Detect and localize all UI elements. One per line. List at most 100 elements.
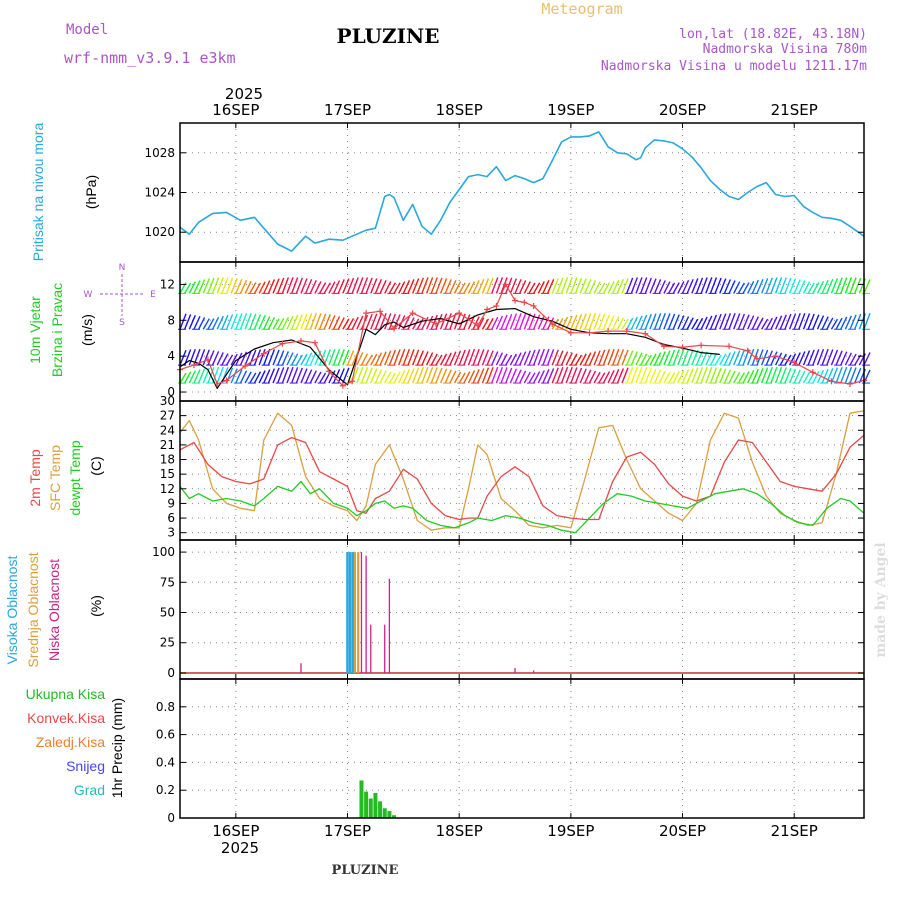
wind-barb [374, 352, 383, 366]
wind-barb [733, 313, 741, 330]
y-tick-label: 0.2 [156, 783, 175, 797]
wind-barb [188, 348, 196, 366]
wind-barb [416, 318, 424, 330]
wind-barb [532, 314, 541, 330]
model-label: Model [66, 22, 108, 38]
cloud-unit: (%) [88, 595, 104, 617]
wind-barb [500, 353, 508, 366]
wind-barb [719, 278, 727, 294]
wind-barb [388, 282, 396, 294]
temp-2m-line [179, 434, 865, 521]
wind-barb [239, 279, 248, 294]
wind-barb [830, 318, 839, 330]
sfc-temp-title: SFC Temp [47, 445, 63, 511]
wind-barb [263, 369, 271, 384]
wind-barb [635, 315, 643, 330]
wind-barb [700, 351, 708, 366]
wind-barb [523, 313, 531, 330]
wind-barb [193, 280, 201, 294]
wind-barb [509, 353, 517, 366]
wind-barb [607, 348, 615, 366]
wind-barb [188, 370, 196, 384]
pressure-axis-title: Pritisak na nivou mora (hPa) [30, 123, 99, 262]
wind-barb [453, 281, 462, 294]
wind-barb [491, 316, 499, 330]
wind-barb [407, 349, 415, 366]
wind-barb [705, 277, 713, 294]
precip-legend-item: Ukupna Kisa [26, 686, 106, 702]
wind-barb [328, 370, 336, 384]
wind-barb [579, 313, 587, 330]
precip-bar [392, 815, 397, 818]
wind-barb [598, 372, 606, 384]
wind-barb [635, 277, 643, 294]
wind-barb [356, 315, 364, 330]
wind-barb [235, 369, 243, 384]
wind-barb [691, 349, 699, 366]
precip-legend-item: Snijeg [66, 758, 105, 774]
wind-barb [630, 366, 639, 384]
wind-barb [193, 369, 201, 384]
precip-bar [364, 791, 369, 818]
wind-barb [816, 280, 825, 294]
wind-barb [379, 313, 387, 330]
low-cloud-bar [360, 552, 363, 673]
wind-barb [546, 279, 555, 294]
wind-barb [546, 349, 555, 366]
pressure-title: Pritisak na nivou mora [30, 123, 46, 262]
wind-barb [653, 369, 662, 384]
wind-barb [463, 371, 471, 384]
wind-barb [337, 317, 345, 330]
wind-barb [370, 368, 378, 384]
gust-marker [847, 380, 854, 387]
wind-barb [216, 366, 224, 384]
wind-barb [821, 348, 829, 366]
wind-barb [309, 370, 317, 384]
wind-barb [556, 367, 564, 384]
wind-barb [737, 313, 746, 330]
wind-barb [691, 278, 699, 294]
wind-barb [239, 313, 248, 330]
gust-marker [391, 325, 398, 332]
wind-barb [802, 371, 811, 384]
wind-barb [412, 278, 420, 294]
wind-barb [519, 313, 527, 330]
wind-barb [826, 278, 834, 294]
wind-barb [249, 372, 257, 384]
gust-marker [363, 310, 370, 317]
gust-marker [325, 368, 332, 375]
wind-barb [202, 349, 210, 366]
wind-barb [388, 372, 396, 384]
wind-barb [681, 279, 690, 294]
wind-barb [695, 367, 704, 384]
wind-barb [709, 314, 718, 330]
wind-barb [398, 281, 406, 294]
wind-barb [630, 316, 638, 330]
wind-barb [798, 280, 806, 294]
gust-marker [204, 356, 211, 363]
wind-barb [374, 313, 383, 330]
y-tick-label: 4 [167, 349, 175, 363]
model-elevation: Nadmorska Visina u modelu 1211.17m [601, 59, 867, 74]
grid-layer [180, 123, 864, 819]
precip-axis-title: 1hr Precip (mm) [109, 698, 125, 798]
gust-marker [190, 362, 197, 369]
wind-barb [612, 369, 620, 384]
wind-barb [337, 368, 345, 384]
wind-barb [449, 370, 457, 384]
wind-barb [533, 371, 541, 384]
wind-barb [360, 277, 369, 294]
gust-marker [214, 380, 221, 387]
wind-barb [774, 366, 783, 384]
wind-barb [574, 354, 583, 366]
wind-barb [216, 352, 224, 366]
wind-barb [225, 314, 234, 330]
wind-barb [430, 277, 438, 294]
wind-barb [425, 315, 434, 330]
wind-barb [621, 318, 629, 330]
wind-barb [216, 315, 224, 330]
wind-barb [356, 277, 364, 294]
wind-barb [723, 279, 732, 294]
wind-barb [267, 349, 276, 366]
